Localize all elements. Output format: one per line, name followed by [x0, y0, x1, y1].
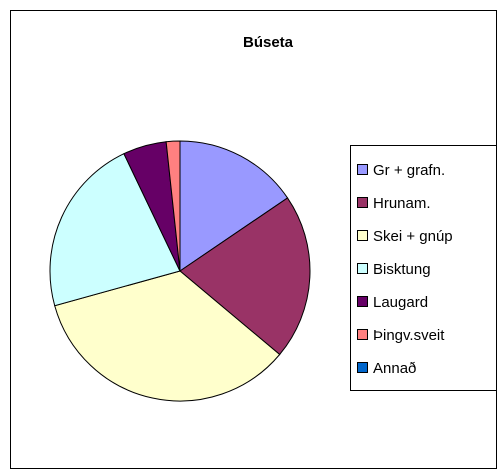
chart-title: Búseta — [243, 34, 294, 51]
legend-swatch — [357, 362, 368, 373]
pie-slice — [49, 153, 181, 307]
pie-slice — [179, 140, 289, 272]
legend-swatch — [357, 329, 368, 340]
legend-label: Skei + gnúp — [373, 228, 453, 245]
legend-label: Þingv.sveit — [373, 327, 445, 344]
legend-swatch — [357, 263, 368, 274]
legend-swatch — [357, 230, 368, 241]
legend-label: Laugard — [373, 294, 428, 311]
legend-label: Bisktung — [373, 261, 431, 278]
legend-swatch — [357, 197, 368, 208]
legend-box — [350, 145, 497, 391]
pie-slice — [54, 270, 281, 402]
legend-swatch — [357, 296, 368, 307]
legend-label: Hrunam. — [373, 195, 431, 212]
legend-label: Gr + grafn. — [373, 162, 445, 179]
legend-swatch — [357, 164, 368, 175]
pie-slice — [179, 197, 311, 356]
legend-label: Annað — [373, 360, 416, 377]
